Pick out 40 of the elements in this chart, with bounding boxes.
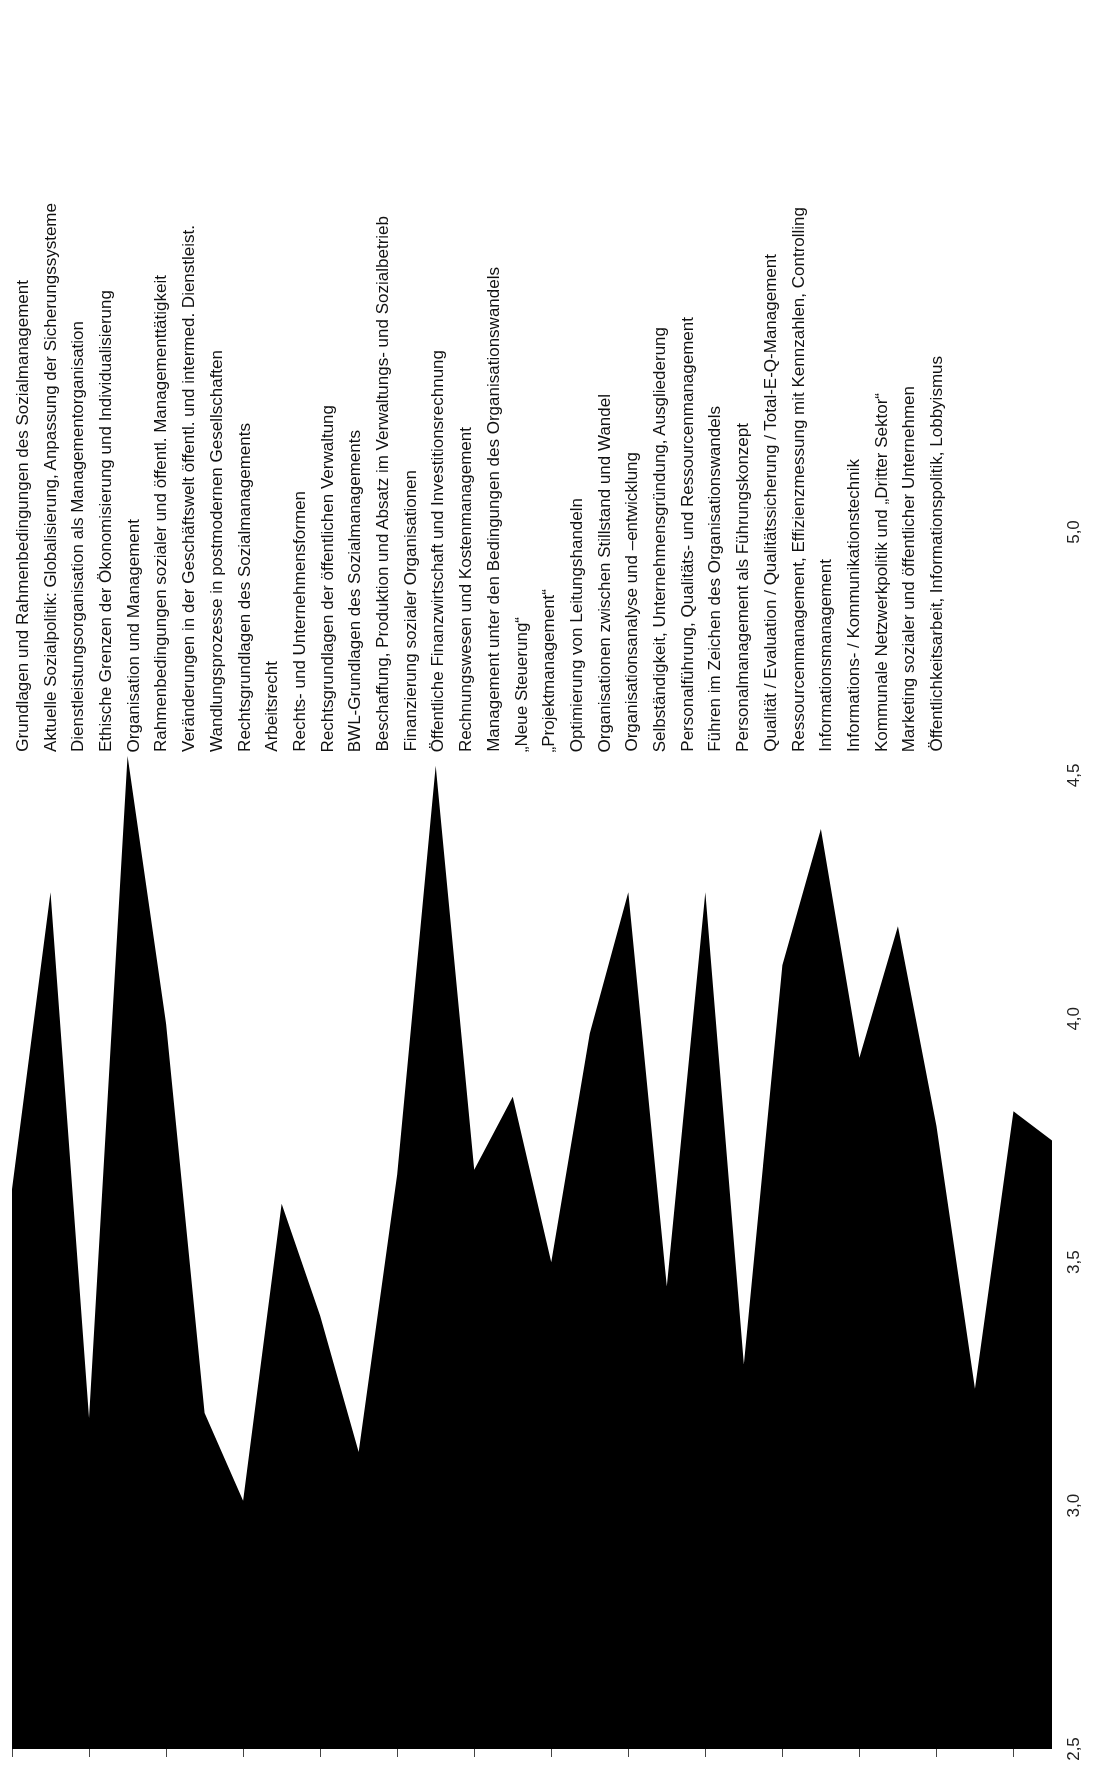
y-tick-label: 2,5 [1063,1737,1083,1761]
annotation: Dienstleistungsorganisation als Managementorganisation [68,321,89,752]
y-tick-label: 5,0 [1063,520,1083,544]
annotation: Organisationsanalyse und –entwicklung [622,452,643,752]
annotation: Personalmanagement als Führungskonzept [733,423,754,752]
y-tick-label: 4,0 [1063,1006,1083,1031]
annotation: Finanzierung sozialer Organisationen [400,470,421,752]
annotation: Organisationen zwischen Stillstand und Wandel [594,393,615,752]
annotation: Qualität / Evaluation / Qualitätssicherung / Total-E-Q-Management [760,254,781,752]
annotation: Beschaffung, Produktion und Absatz im Verwaltungs- und Sozialbetrieb [373,216,394,752]
annotation: „Neue Steuerung“ [511,616,532,752]
y-tick-label: 3,5 [1063,1250,1083,1275]
annotation: Informations- / Kommunikationstechnik [843,459,864,752]
annotation: Öffentliche Finanzwirtschaft und Investitionsrechnung [428,349,449,752]
annotation: Veränderungen in der Geschäftswelt öffentl. und intermed. Dienstleist. [179,225,200,752]
annotation: Selbständigkeit, Unternehmensgründung, Ausgliederung [650,326,670,752]
annotation: BWL-Grundlagen des Sozialmanagements [345,429,366,752]
annotation: Rechtsgrundlagen der öffentlichen Verwaltung [317,404,338,752]
annotation: Führen im Zeichen des Organisationswandels [705,406,726,752]
annotation: Rechtsgrundlagen des Sozialmanagements [234,423,255,752]
annotation: Rechts- und Unternehmensformen [289,491,310,752]
annotation: Management unter den Bedingungen des Organisationswandels [483,267,504,752]
annotation: Rahmenbedingungen sozialer und öffentl. Managementtätigkeit [151,275,172,752]
annotation: Öffentlichkeitsarbeit, Informationspolitik, Lobbyismus [927,356,947,752]
y-tick-label: 4,5 [1063,763,1083,788]
annotation: „Projektmanagement“ [539,588,560,752]
annotation: Marketing sozialer und öffentlicher Unternehmen [899,385,920,752]
annotation: Kommunale Netzwerkpolitik und „Dritter Sektor“ [871,392,892,752]
annotation: Ressourcenmanagement, Effizienzmessung mit Kennzahlen, Controlling [788,207,809,752]
annotation: Personalführung, Qualitäts- und Ressourcenmanagement [677,317,698,752]
annotation: Optimierung von Leitungshandeln [566,497,587,752]
annotation: Grundlagen und Rahmenbedingungen des Sozialmanagement [13,280,33,752]
annotation: Ethische Grenzen der Ökonomisierung und Individualisierung [96,289,117,752]
annotation: Informationsmanagement [816,559,837,752]
annotation: Rechnungswesen und Kostenmanagement [456,426,477,752]
annotation: Organisation und Management [123,518,144,752]
annotation: Wandlungsprozesse in postmodernen Gesellschaften [206,350,227,752]
annotation: Aktuelle Sozialpolitik: Globalisierung, Anpassung der Sicherungssysteme [40,202,61,752]
annotation: Arbeitsrecht [262,661,283,752]
y-tick-label: 3,0 [1063,1493,1083,1518]
